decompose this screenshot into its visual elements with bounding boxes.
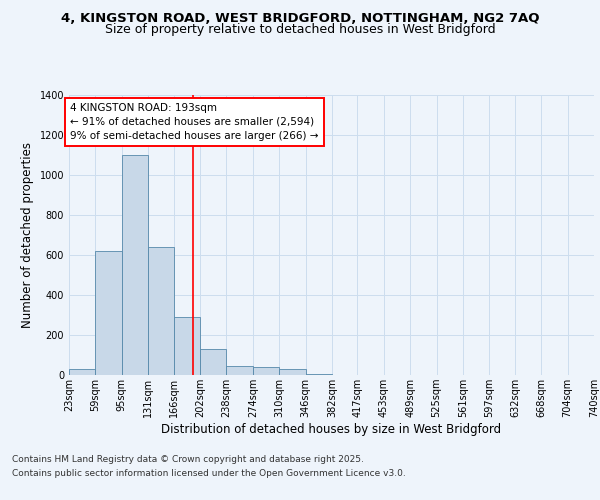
Bar [305,374,332,375]
X-axis label: Distribution of detached houses by size in West Bridgford: Distribution of detached houses by size … [161,423,502,436]
Bar [122,155,148,375]
Bar [200,349,226,375]
Text: 4 KINGSTON ROAD: 193sqm
← 91% of detached houses are smaller (2,594)
9% of semi-: 4 KINGSTON ROAD: 193sqm ← 91% of detache… [70,103,319,141]
Text: Contains public sector information licensed under the Open Government Licence v3: Contains public sector information licen… [12,469,406,478]
Bar [148,247,174,375]
Bar [226,366,253,375]
Bar [279,369,305,375]
Text: 4, KINGSTON ROAD, WEST BRIDGFORD, NOTTINGHAM, NG2 7AQ: 4, KINGSTON ROAD, WEST BRIDGFORD, NOTTIN… [61,12,539,26]
Bar [174,317,200,375]
Bar [253,367,279,375]
Bar [95,251,122,375]
Text: Size of property relative to detached houses in West Bridgford: Size of property relative to detached ho… [104,22,496,36]
Text: Contains HM Land Registry data © Crown copyright and database right 2025.: Contains HM Land Registry data © Crown c… [12,456,364,464]
Bar [69,369,95,375]
Y-axis label: Number of detached properties: Number of detached properties [21,142,34,328]
